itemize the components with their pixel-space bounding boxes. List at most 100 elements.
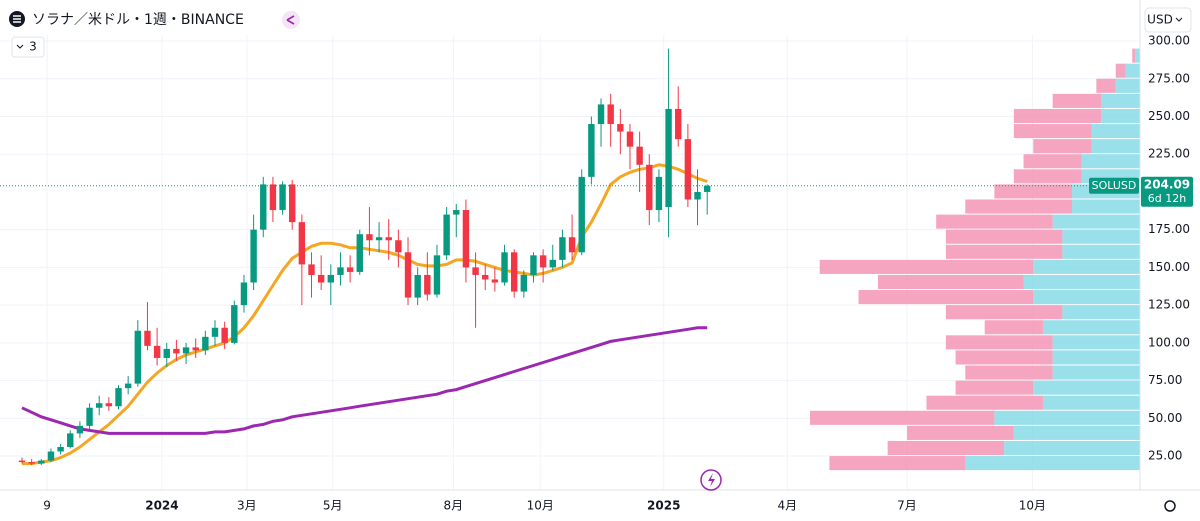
axes: 25.00 50.00 75.00 100.00 125.00 150.00 175.00 2… (43, 34, 1193, 513)
profile-down (1096, 78, 1116, 93)
event-icon[interactable] (700, 469, 722, 491)
candle-body (240, 282, 248, 306)
candle-body (86, 407, 93, 426)
candle-body (385, 237, 392, 241)
settings-icon[interactable] (1164, 500, 1176, 512)
candle-body (356, 234, 363, 272)
candle-body (260, 184, 267, 230)
candle-body (211, 327, 219, 337)
candle-body (491, 279, 499, 283)
profile-down (829, 456, 966, 471)
candle-body (231, 305, 238, 343)
x-tick-label: 10月 (527, 499, 554, 513)
profile-up (1052, 335, 1140, 350)
profile-up (1023, 274, 1140, 290)
y-tick-label: 150.00 (1148, 260, 1190, 274)
profile-down (858, 290, 1034, 305)
x-tick-label: 5月 (323, 499, 343, 513)
y-tick-label: 125.00 (1148, 298, 1190, 312)
candle-body (279, 184, 286, 211)
candle-body (684, 139, 692, 200)
candle-body (578, 176, 585, 253)
candle-body (308, 264, 315, 275)
profile-down (887, 440, 1005, 456)
candle-body (57, 446, 64, 452)
chevron (1175, 17, 1183, 22)
profile-up (1042, 395, 1140, 410)
profile-down (1033, 139, 1092, 154)
symbol-tag-text: SOLUSD (1092, 179, 1137, 192)
indicator-count: 3 (29, 40, 37, 54)
candle-body (298, 222, 306, 265)
candle-body (38, 460, 45, 464)
candle-body (192, 347, 199, 351)
profile-up (1101, 108, 1140, 124)
x-tick-label: 7月 (897, 499, 917, 513)
candle-body (124, 383, 132, 389)
profile-down (1013, 108, 1102, 124)
x-tick-label: 4月 (777, 499, 797, 513)
profile-up (1125, 63, 1140, 78)
x-tick-label: 2025 (647, 499, 680, 513)
candle-body (559, 237, 566, 260)
profile-down (945, 244, 1063, 259)
profile-up (1004, 440, 1140, 456)
profile-down (1013, 124, 1092, 139)
profile-down (965, 365, 1053, 380)
profile-down (984, 320, 1043, 335)
candle-body (28, 462, 35, 464)
candle-body (96, 403, 103, 408)
profile-up (1052, 365, 1140, 380)
profile-down (819, 259, 1034, 274)
symbol-tag (1089, 177, 1139, 194)
candle-body (250, 229, 257, 283)
profile-up (1052, 214, 1140, 229)
candle-body (626, 131, 634, 147)
grid (0, 35, 1140, 490)
candle-body (597, 104, 605, 125)
currency: USD (1147, 13, 1173, 27)
candle-body (472, 267, 479, 275)
candle-body (588, 124, 595, 177)
x-tick-label: 8月 (444, 499, 464, 513)
countdown: 6d 12h (1148, 192, 1186, 205)
profile-down (907, 425, 1014, 440)
y-tick-label: 50.00 (1148, 411, 1182, 425)
indicator-toggle[interactable] (11, 36, 45, 58)
candle-body (47, 451, 55, 461)
profile-up (1062, 244, 1140, 259)
candle-body (703, 185, 711, 192)
candle-body (443, 214, 450, 256)
candle-body (202, 336, 209, 351)
candle-body (153, 345, 161, 358)
candle-body (617, 124, 624, 132)
profile-up (1033, 290, 1140, 305)
symbol-title: ソラナ／米ドル・1週・BINANCE (32, 12, 244, 28)
share-button[interactable] (282, 11, 300, 29)
profile-up (1033, 380, 1140, 395)
event-bolt (708, 473, 715, 487)
candle-body (76, 425, 84, 434)
profile-up (1072, 199, 1140, 214)
candle-body (549, 259, 556, 268)
profile-down (994, 184, 1073, 199)
candle-body (453, 210, 460, 215)
candle-body (317, 274, 325, 283)
candle-body (568, 237, 576, 253)
candle-body (18, 460, 26, 463)
currency-button[interactable] (1144, 7, 1192, 33)
profile-down (1023, 154, 1082, 169)
profile-down (1052, 93, 1102, 108)
x-tick-label: 9 (43, 499, 51, 513)
profile-up (1091, 124, 1140, 139)
profile-down (936, 214, 1053, 229)
candle-body (414, 274, 421, 298)
candle-body (433, 255, 441, 295)
profile-up (1062, 229, 1140, 244)
candle-body (395, 240, 402, 253)
profile-up (994, 410, 1140, 425)
candle-body (424, 274, 431, 295)
price-tag (1141, 176, 1193, 207)
